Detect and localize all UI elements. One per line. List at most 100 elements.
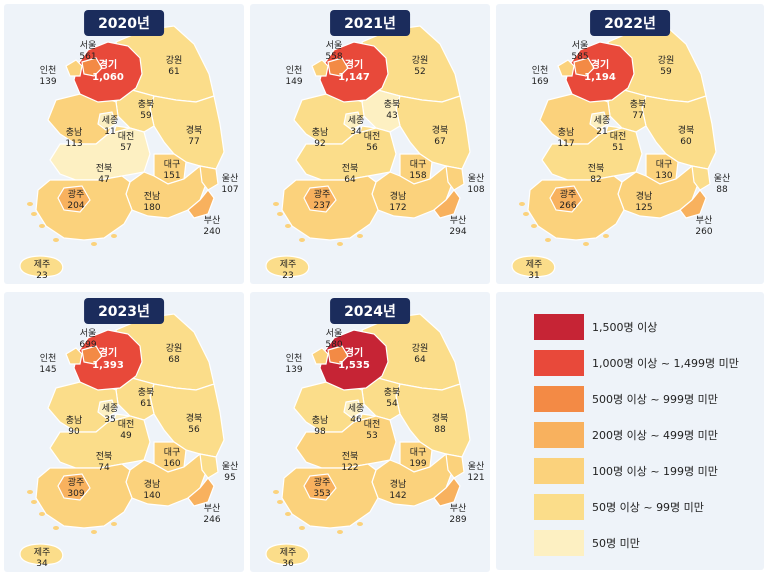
island-3 (545, 238, 551, 242)
region-incheon (311, 59, 329, 77)
island-4 (337, 242, 343, 246)
label-gyeonggi: 경기 1,535 (338, 348, 370, 371)
island-1 (531, 224, 537, 228)
map-panel-2: 2022년 서울 585 인천 169 경기 1,194 강원 59 충북 77 세종 21 충남 117 대… (496, 4, 764, 284)
label-jeju: 제주 34 (33, 548, 51, 569)
label-gwangju: 광주 353 (313, 478, 331, 499)
island-3 (299, 238, 305, 242)
legend-label: 1,000명 이상 ~ 1,499명 미만 (592, 357, 739, 370)
island-1 (39, 512, 45, 516)
label-daegu: 대구 151 (163, 160, 181, 181)
legend-swatch (534, 386, 584, 412)
label-jeonbuk: 전북 64 (341, 164, 359, 185)
legend: 1,500명 이상 1,000명 이상 ~ 1,499명 미만 500명 이상 ~ … (496, 292, 764, 570)
island-2 (273, 202, 279, 206)
label-gwangju: 광주 237 (313, 190, 331, 211)
label-daejeon: 대전 49 (117, 420, 135, 441)
label-incheon: 인천 169 (531, 66, 549, 87)
region-incheon (65, 347, 83, 365)
region-gyeonggi (319, 329, 389, 391)
legend-label: 1,500명 이상 (592, 321, 658, 334)
region-busan (187, 477, 215, 507)
label-ulsan: 울산 95 (221, 462, 239, 483)
region-busan (679, 189, 707, 219)
legend-item: 1,000명 이상 ~ 1,499명 미만 (534, 350, 739, 376)
label-busan: 부산 289 (449, 504, 467, 525)
region-jeju (19, 543, 64, 566)
region-seoul (327, 57, 349, 77)
region-jeonbuk (49, 127, 151, 181)
korea-map (511, 25, 717, 278)
region-incheon (311, 347, 329, 365)
label-sejong: 세종 34 (347, 116, 365, 137)
island-5 (603, 234, 609, 238)
map-panel-1: 2021년 서울 558 인천 149 경기 1,147 강원 52 충북 43 세종 34 충남 92 대전… (250, 4, 490, 284)
region-ulsan (445, 453, 465, 479)
label-gwangju: 광주 266 (559, 190, 577, 211)
label-jeonbuk: 전북 122 (341, 452, 359, 473)
label-chungbuk: 충북 59 (137, 100, 155, 121)
island-2 (27, 202, 33, 206)
label-gyeongbuk: 경북 67 (431, 126, 449, 147)
label-daegu: 대구 130 (655, 160, 673, 181)
label-ulsan: 울산 88 (713, 174, 731, 195)
label-ulsan: 울산 121 (467, 462, 485, 483)
island-3 (53, 238, 59, 242)
year-title: 2020년 (84, 10, 164, 36)
label-chungnam: 충남 117 (557, 128, 575, 149)
region-sejong (589, 111, 609, 131)
label-gyeonggi: 경기 1,393 (92, 348, 124, 371)
label-daegu: 대구 199 (409, 448, 427, 469)
legend-item: 1,500명 이상 (534, 314, 657, 340)
label-busan: 부산 260 (695, 216, 713, 237)
region-seoul (81, 57, 103, 77)
label-gyeonggi: 경기 1,060 (92, 60, 124, 83)
island-2 (273, 490, 279, 494)
label-incheon: 인천 139 (39, 66, 57, 87)
korea-map (265, 25, 471, 278)
region-incheon (65, 59, 83, 77)
island-4 (91, 242, 97, 246)
label-gyeongnam: 경남 172 (389, 192, 407, 213)
label-daejeon: 대전 51 (609, 132, 627, 153)
region-gwangju (549, 185, 583, 213)
legend-label: 50명 이상 ~ 99명 미만 (592, 501, 704, 514)
island-0 (523, 212, 529, 216)
label-sejong: 세종 35 (101, 404, 119, 425)
region-busan (433, 477, 461, 507)
region-gyeonggi (73, 329, 143, 391)
island-1 (285, 224, 291, 228)
map-panel-0: 2020년 서울 561 인천 139 경기 1,060 강원 61 충북 59 세종 11 충남 113 대… (4, 4, 244, 284)
label-jeonbuk: 전북 74 (95, 452, 113, 473)
label-ulsan: 울산 108 (467, 174, 485, 195)
label-chungnam: 충남 90 (65, 416, 83, 437)
region-jeonbuk (49, 415, 151, 469)
label-busan: 부산 240 (203, 216, 221, 237)
label-gangwon: 강원 68 (165, 344, 183, 365)
island-4 (91, 530, 97, 534)
region-gwangju (57, 185, 91, 213)
label-daejeon: 대전 57 (117, 132, 135, 153)
label-chungbuk: 충북 43 (383, 100, 401, 121)
label-ulsan: 울산 107 (221, 174, 239, 195)
label-gangwon: 강원 59 (657, 56, 675, 77)
label-gangwon: 강원 64 (411, 344, 429, 365)
island-0 (31, 500, 37, 504)
label-daegu: 대구 158 (409, 160, 427, 181)
label-busan: 부산 246 (203, 504, 221, 525)
label-daejeon: 대전 53 (363, 420, 381, 441)
korea-map (19, 25, 225, 278)
label-daejeon: 대전 56 (363, 132, 381, 153)
legend-item: 200명 이상 ~ 499명 미만 (534, 422, 718, 448)
label-jeonbuk: 전북 47 (95, 164, 113, 185)
region-ulsan (691, 165, 711, 191)
legend-label: 500명 이상 ~ 999명 미만 (592, 393, 718, 406)
region-jeju (19, 255, 64, 278)
legend-swatch (534, 422, 584, 448)
region-jeonbuk (295, 127, 397, 181)
label-gyeongnam: 경남 140 (143, 480, 161, 501)
label-chungnam: 충남 92 (311, 128, 329, 149)
legend-item: 50명 이상 ~ 99명 미만 (534, 494, 704, 520)
label-gyeongnam: 경남 142 (389, 480, 407, 501)
region-gyeonggi (319, 41, 389, 103)
